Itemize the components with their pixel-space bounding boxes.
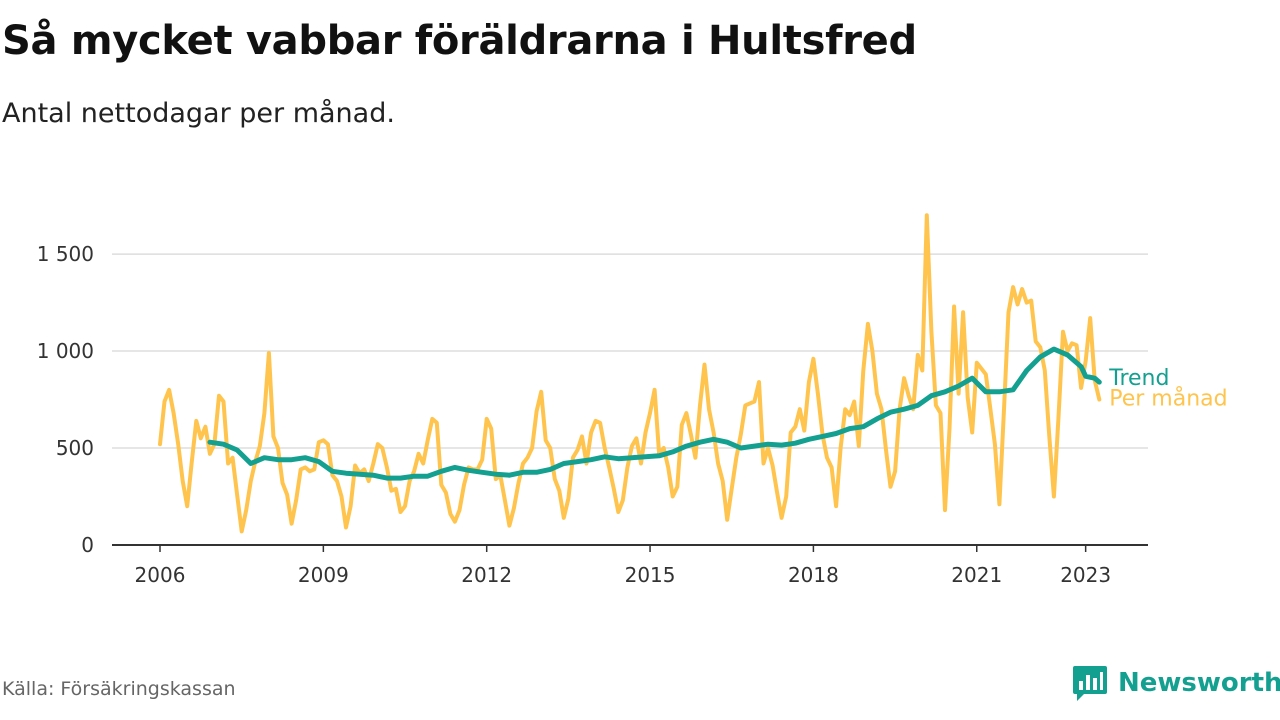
source-note: Källa: Försäkringskassan — [2, 678, 236, 700]
series-line — [207, 346, 1102, 481]
brand-name: Newsworthy — [1118, 668, 1280, 698]
y-tick-label: 1 500 — [37, 242, 94, 266]
x-tick-label: 2018 — [788, 563, 839, 587]
line-chart: 0 500 1 000 1 500 2006 2009 2012 2015 2018 2021 20… — [37, 213, 1228, 587]
y-tick-label: 500 — [56, 436, 94, 460]
series-label: Per månad — [1109, 386, 1227, 412]
y-tick-label: 0 — [81, 533, 94, 557]
chart-title: Så mycket vabbar föräldrarna i Hultsfred — [2, 18, 917, 64]
series-line — [158, 213, 1102, 534]
x-tick-label: 2009 — [298, 563, 349, 587]
x-tick-label: 2012 — [461, 563, 512, 587]
series-label: Trend — [1108, 366, 1169, 391]
x-tick-label: 2015 — [625, 563, 676, 587]
brand-logo: Newsworthy — [1072, 664, 1280, 702]
bar-chart-speech-bubble-icon — [1073, 666, 1107, 701]
y-tick-label: 1 000 — [37, 339, 94, 363]
x-tick-label: 2006 — [135, 563, 186, 587]
x-tick-label: 2021 — [951, 563, 1002, 587]
x-tick-label: 2023 — [1060, 563, 1111, 587]
chart-subtitle: Antal nettodagar per månad. — [2, 98, 395, 129]
